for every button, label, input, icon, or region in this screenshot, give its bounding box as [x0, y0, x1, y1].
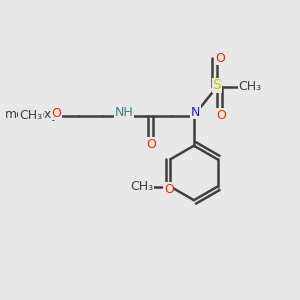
Text: CH₃: CH₃	[19, 109, 42, 122]
Text: CH₃: CH₃	[238, 80, 261, 93]
Text: methoxy: methoxy	[4, 108, 59, 121]
Text: O: O	[164, 183, 174, 196]
Text: CH₃: CH₃	[130, 180, 153, 193]
Text: O: O	[146, 138, 156, 151]
Text: O: O	[51, 107, 61, 120]
Text: O: O	[216, 109, 226, 122]
Text: NH: NH	[114, 106, 133, 118]
Text: N: N	[191, 106, 200, 118]
Text: O: O	[215, 52, 225, 65]
Text: S: S	[212, 79, 221, 92]
